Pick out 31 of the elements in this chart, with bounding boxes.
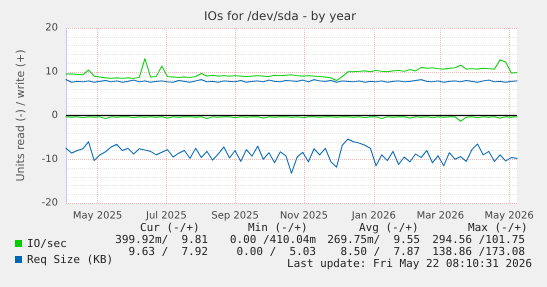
y-tick-label: 20 [45, 22, 58, 34]
x-tick-label: Sep 2025 [211, 210, 259, 222]
text: Min (-/+) [248, 221, 308, 234]
text: 9.63 / 7.92 [128, 245, 208, 258]
y-tick-label: -10 [42, 154, 58, 165]
y-tick-label: 10 [45, 66, 58, 78]
chart-title: IOs for /dev/sda - by year [204, 9, 356, 23]
text: 0.00 / 5.03 [236, 245, 316, 258]
text: 8.50 / 7.87 [340, 245, 420, 258]
text: 138.86 /173.08 [432, 245, 525, 258]
x-tick-label: May 2026 [484, 210, 534, 222]
x-tick-label: Jul 2025 [144, 210, 187, 222]
text: 294.56 /101.75 [432, 233, 525, 246]
legend-label: Req Size (KB) [27, 253, 114, 266]
x-tick-label: Mar 2026 [416, 210, 464, 222]
y-axis-title: Units read (-) / write (+) [14, 49, 27, 182]
text: Cur (-/+) [140, 221, 200, 234]
text: Avg (-/+) [359, 221, 419, 234]
y-tick-label: -20 [42, 198, 58, 208]
line-series [66, 138, 518, 174]
text: 399.92m/ 9.81 [115, 233, 208, 246]
x-tick-label: Nov 2025 [280, 210, 328, 222]
legend-label: IO/sec [27, 237, 67, 250]
text: Last update: Fri May 22 08:10:31 2026 [286, 257, 532, 270]
line-series [66, 58, 518, 81]
text: 269.75m/ 9.55 [327, 233, 420, 246]
text: Max (-/+) [468, 221, 528, 234]
x-tick-label: Jan 2026 [350, 210, 396, 222]
y-tick-label: 0 [52, 110, 58, 121]
x-tick-label: May 2025 [72, 210, 122, 222]
text: 0.00 /410.04m [230, 233, 316, 246]
